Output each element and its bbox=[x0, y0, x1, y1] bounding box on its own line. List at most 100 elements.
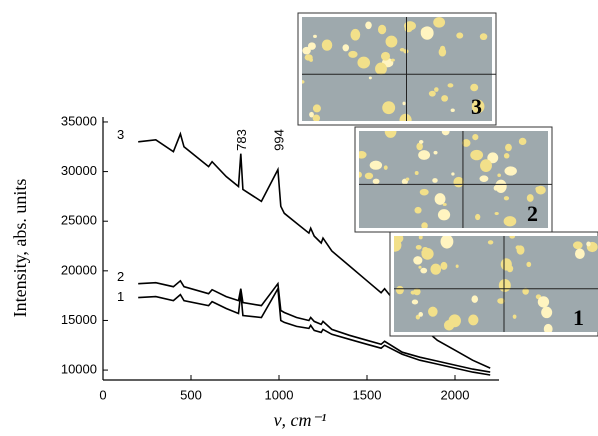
particle bbox=[390, 58, 395, 62]
particle bbox=[368, 76, 372, 80]
particle bbox=[442, 202, 447, 206]
particle bbox=[451, 172, 455, 176]
particle bbox=[433, 17, 446, 28]
particle bbox=[414, 206, 422, 214]
particle bbox=[487, 152, 499, 164]
particle bbox=[453, 176, 464, 188]
peak-label: 994 bbox=[271, 129, 286, 151]
particle bbox=[437, 209, 451, 221]
particle bbox=[416, 142, 423, 151]
y-tick-label: 30000 bbox=[61, 163, 97, 178]
series-label: 3 bbox=[117, 127, 124, 142]
particle bbox=[526, 194, 534, 202]
particle bbox=[503, 153, 510, 159]
y-tick-label: 10000 bbox=[61, 362, 97, 377]
particle bbox=[432, 178, 438, 183]
particle bbox=[518, 137, 527, 145]
particle bbox=[418, 150, 431, 160]
particle bbox=[411, 299, 419, 305]
particle bbox=[497, 173, 501, 178]
particle bbox=[312, 104, 321, 113]
particle bbox=[440, 236, 454, 249]
particle bbox=[309, 111, 314, 118]
particle bbox=[365, 21, 372, 30]
particle bbox=[395, 285, 404, 295]
particle bbox=[487, 240, 494, 245]
particle bbox=[357, 56, 371, 69]
particle bbox=[434, 87, 439, 92]
particle bbox=[402, 101, 406, 106]
particle bbox=[413, 256, 423, 265]
particle bbox=[302, 80, 305, 84]
particle bbox=[439, 45, 446, 52]
particle bbox=[428, 306, 438, 317]
x-tick-label: 1500 bbox=[353, 387, 382, 402]
particle bbox=[506, 265, 514, 273]
particle bbox=[497, 298, 505, 304]
particle bbox=[418, 236, 423, 240]
y-axis-label: Intensity, abs. units bbox=[10, 179, 30, 318]
particle bbox=[471, 295, 479, 303]
particle bbox=[364, 172, 374, 180]
particle bbox=[471, 99, 485, 114]
particle bbox=[420, 267, 428, 274]
x-axis-label: ν, cm⁻¹ bbox=[274, 410, 327, 430]
particle bbox=[543, 323, 553, 332]
particle bbox=[455, 264, 459, 268]
particle bbox=[503, 216, 517, 227]
inset-label: 1 bbox=[573, 305, 584, 330]
series-label: 1 bbox=[117, 289, 124, 304]
particle bbox=[313, 34, 317, 39]
particle bbox=[433, 150, 438, 155]
inset-label: 2 bbox=[527, 201, 538, 226]
x-tick-label: 2000 bbox=[441, 387, 470, 402]
particle bbox=[468, 314, 479, 326]
particle bbox=[381, 51, 391, 61]
insets: 3 2 1 bbox=[297, 12, 598, 337]
x-tick-label: 1000 bbox=[265, 387, 294, 402]
particle bbox=[350, 28, 361, 41]
series-label: 2 bbox=[117, 269, 124, 284]
particle bbox=[450, 108, 455, 112]
particle bbox=[359, 150, 367, 159]
particle bbox=[418, 265, 422, 269]
particle bbox=[321, 39, 333, 51]
particle bbox=[419, 188, 429, 196]
particle bbox=[394, 238, 402, 252]
particle bbox=[441, 95, 449, 102]
particle bbox=[572, 241, 583, 250]
particle bbox=[404, 21, 416, 31]
particle bbox=[312, 114, 321, 121]
y-tick-label: 25000 bbox=[61, 213, 97, 228]
particle bbox=[413, 287, 421, 296]
particle bbox=[418, 312, 424, 317]
inset-background bbox=[302, 17, 492, 121]
particle bbox=[441, 131, 450, 136]
particle bbox=[505, 143, 512, 152]
particle bbox=[515, 245, 521, 250]
particle bbox=[420, 26, 434, 40]
particle bbox=[479, 175, 489, 182]
particle bbox=[443, 320, 455, 331]
particle bbox=[461, 139, 471, 147]
x-tick-label: 500 bbox=[180, 387, 202, 402]
peak-label: 783 bbox=[234, 129, 249, 151]
y-tick-label: 20000 bbox=[61, 262, 97, 277]
particle bbox=[512, 314, 517, 319]
particle bbox=[470, 149, 484, 161]
particles bbox=[359, 131, 546, 228]
particle bbox=[434, 193, 446, 205]
particle bbox=[475, 213, 481, 221]
series-line bbox=[138, 279, 491, 373]
particle bbox=[522, 287, 529, 295]
particle bbox=[537, 296, 550, 308]
particle bbox=[383, 165, 388, 170]
particle bbox=[399, 113, 412, 121]
particle bbox=[535, 186, 542, 192]
x-tick-label: 0 bbox=[99, 387, 106, 402]
particle bbox=[421, 222, 428, 228]
inset-image: 1 bbox=[389, 231, 598, 337]
particle bbox=[480, 159, 492, 173]
particle bbox=[405, 177, 410, 181]
